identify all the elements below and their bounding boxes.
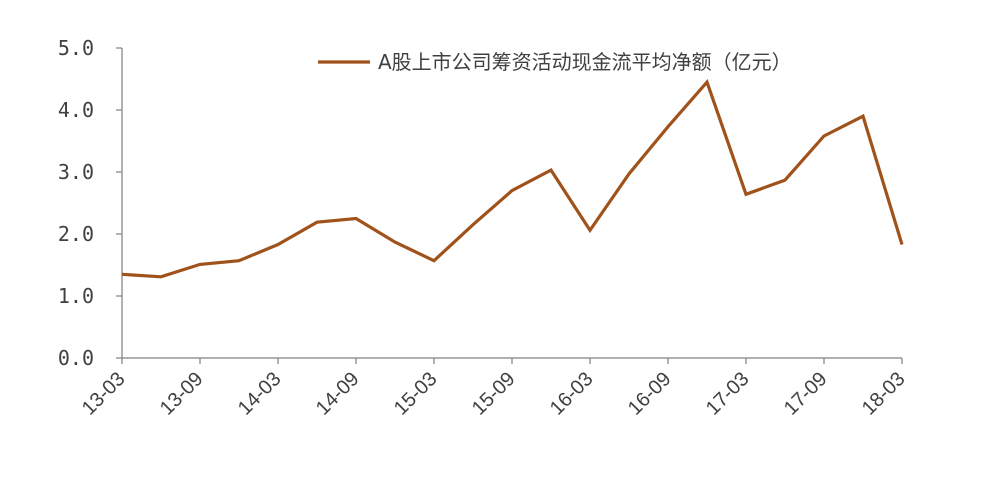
x-tick-label: 17-03 (702, 368, 754, 420)
series-line (121, 78, 904, 279)
x-tick-label: 16-03 (546, 368, 598, 420)
x-tick-label: 13-03 (78, 368, 130, 420)
legend-label: A股上市公司筹资活动现金流平均净额（亿元） (378, 50, 792, 74)
x-tick-label: 14-09 (312, 368, 364, 420)
x-tick-label: 13-09 (156, 368, 208, 420)
series-layer (121, 78, 904, 279)
x-tick-label: 15-03 (390, 368, 442, 420)
x-tick-label: 14-03 (234, 368, 286, 420)
y-tick-label: 4.0 (58, 98, 94, 122)
x-tick-label: 15-09 (468, 368, 520, 420)
y-tick-label: 5.0 (58, 36, 94, 60)
y-tick-label: 2.0 (58, 222, 94, 246)
y-tick-label: 1.0 (58, 284, 94, 308)
x-tick-label: 16-09 (624, 368, 676, 420)
y-tick-label: 0.0 (58, 346, 94, 370)
x-tick-label: 17-09 (780, 368, 832, 420)
y-tick-label: 3.0 (58, 160, 94, 184)
legend: A股上市公司筹资活动现金流平均净额（亿元） (318, 50, 792, 74)
y-axis: 0.0 1.0 2.0 3.0 4.0 5.0 (58, 36, 123, 370)
x-tick-label: 18-03 (858, 368, 910, 420)
x-axis: 13-03 13-09 14-03 14-09 15-03 15-09 16-03 16-09… (78, 357, 910, 420)
